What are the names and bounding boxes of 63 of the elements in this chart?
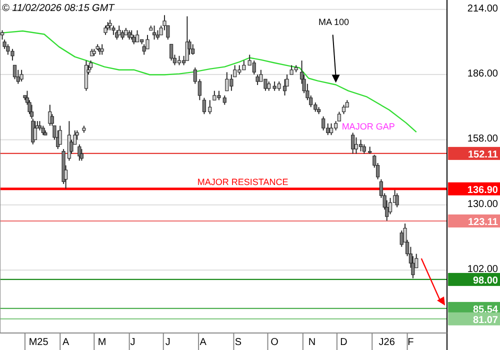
candlestick <box>117 25 121 36</box>
x-tick-label: J <box>165 337 170 348</box>
x-tick-label: S <box>234 337 242 348</box>
y-tick-label: 186.00 <box>467 68 498 80</box>
ref-line-label: 81.07 <box>472 314 498 326</box>
x-tick-label: N <box>308 337 316 348</box>
x-tick-label: A <box>200 337 207 348</box>
x-tick-label: J26 <box>378 337 396 348</box>
candlestick <box>395 192 399 208</box>
annotation: MAJOR RESISTANCE <box>197 176 288 187</box>
candlestick <box>256 74 260 86</box>
y-tick-label: 102.00 <box>467 264 498 276</box>
x-tick-label: J <box>130 337 136 348</box>
x-tick-label: O <box>270 337 279 348</box>
x-tick-label: M <box>98 337 106 348</box>
line-series <box>0 30 417 133</box>
y-tick-label: 130.00 <box>467 198 498 210</box>
candlestick <box>267 81 271 92</box>
candlestick <box>135 30 140 42</box>
candlestick <box>202 97 206 115</box>
ref-line-label: 136.90 <box>467 184 498 196</box>
candlestick <box>208 100 212 115</box>
candlestick <box>120 30 124 40</box>
x-tick-label: F <box>408 337 414 348</box>
ref-line-label: 152.11 <box>468 149 498 160</box>
candlestick <box>252 60 256 76</box>
candlestick <box>132 34 136 45</box>
y-tick-label: 214.00 <box>467 3 498 14</box>
candlestick <box>351 132 355 154</box>
ref-line-label: 85.54 <box>472 304 498 316</box>
candlestick <box>16 69 20 84</box>
candlestick <box>354 136 358 154</box>
annotation: © 11/02/2026 08:15 GMT <box>2 3 116 14</box>
candlestick <box>75 130 79 140</box>
candlestick <box>170 44 174 62</box>
candlestick <box>58 125 62 145</box>
candlestick <box>191 44 195 56</box>
annotation: MAJOR GAP <box>342 121 395 132</box>
ref-line-label: 98.00 <box>472 275 498 286</box>
annotation: MA 100 <box>318 16 350 27</box>
candlestick <box>0 30 4 40</box>
candlestick <box>329 122 334 136</box>
candlestick <box>322 116 326 131</box>
x-tick-label: D <box>340 337 348 348</box>
x-tick-label: A <box>62 337 70 348</box>
y-tick-label: 158.00 <box>467 134 498 145</box>
candlestick <box>78 144 82 162</box>
ref-line-label: 123.11 <box>468 216 498 228</box>
candlestick <box>80 148 84 162</box>
candlestick <box>20 69 24 82</box>
candlestick <box>142 44 146 56</box>
candlestick <box>358 139 363 152</box>
candlestick <box>177 55 182 66</box>
candlestick <box>84 60 88 92</box>
candlestick <box>362 144 366 154</box>
x-tick-label: M25 <box>28 337 49 348</box>
candlestick <box>156 30 160 40</box>
candlestick <box>104 25 108 36</box>
candlestick <box>12 64 17 80</box>
candlestick <box>222 94 226 106</box>
candlestick <box>342 104 346 115</box>
candlestick <box>152 25 156 40</box>
candlestick <box>282 78 287 96</box>
